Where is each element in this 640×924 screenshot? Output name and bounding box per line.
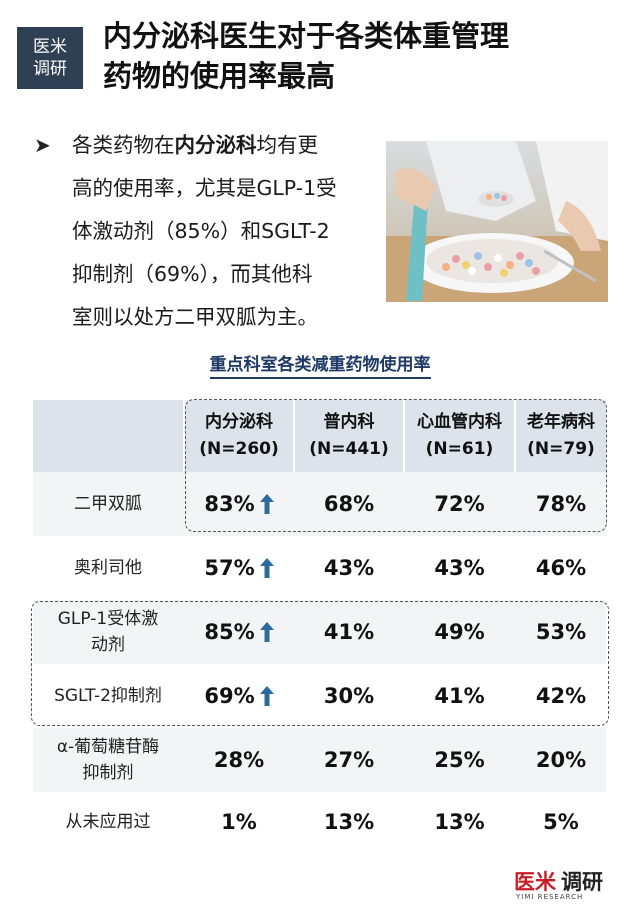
table-title-text: 重点科室各类减重药物使用率 (209, 355, 431, 379)
row-label: GLP-1受体激 动剂 (57, 609, 159, 655)
pills-photo (386, 141, 608, 302)
bullet-line-3: 体激动剂（85%）和SGLT-2 (72, 219, 330, 243)
bullet-line-1-bold: 内分泌科 (174, 133, 257, 157)
table-cell: 5% (543, 810, 579, 834)
row-label: SGLT-2抑制剂 (54, 686, 162, 706)
badge-line-1: 医米 (33, 37, 67, 57)
row-label: 奥利司他 (74, 558, 142, 578)
table-row: 奥利司他 57% 43% 43% 46% (33, 536, 606, 600)
table-cell: 41% (323, 620, 375, 644)
bullet-text: 各类药物在内分泌科均有更 高的使用率，尤其是GLP-1受 体激动剂（85%）和S… (72, 124, 384, 339)
table-cell: 41% (434, 684, 485, 708)
title-line-2: 药物的使用率最高 (103, 59, 336, 93)
table-cell: 13% (323, 810, 375, 834)
table-row: 从未应用过 1% 13% 13% 5% (33, 792, 606, 852)
table-cell: 78% (535, 492, 587, 516)
bullet-line-1-post: 均有更 (256, 133, 319, 157)
up-arrow-icon (259, 494, 274, 514)
title-line-1: 内分泌科医生对于各类体重管理 (103, 19, 510, 53)
up-arrow-icon (259, 558, 274, 578)
column-header-internal-medicine: 普内科 (N=441) (309, 412, 389, 459)
page-title: 内分泌科医生对于各类体重管理 药物的使用率最高 (103, 16, 623, 96)
table-cell: 27% (323, 748, 375, 772)
table-cell: 28% (213, 748, 265, 772)
column-header-geriatrics: 老年病科 (N=79) (527, 412, 595, 459)
table-cell: 85% (185, 600, 293, 664)
table-cell: 43% (323, 556, 375, 580)
table-cell: 83% (185, 472, 293, 536)
table-row: GLP-1受体激 动剂 85% 41% 49% 53% (33, 600, 606, 664)
table-row: SGLT-2抑制剂 69% 30% 41% 42% (33, 664, 606, 728)
table-cell: 53% (535, 620, 587, 644)
table-cell: 68% (323, 492, 375, 516)
bullet-line-5: 室则以处方二甲双胍为主。 (72, 305, 318, 329)
table-cell: 57% (185, 536, 293, 600)
row-label: 从未应用过 (65, 812, 151, 832)
table-cell: 30% (323, 684, 375, 708)
table-row: 二甲双胍 83% 68% 72% 78% (33, 472, 606, 536)
logo-subtitle: YIMI RESEARCH (516, 893, 584, 901)
column-header-endocrinology: 内分泌科 (N=260) (199, 412, 279, 459)
table-title: 重点科室各类减重药物使用率 (0, 350, 640, 379)
table-cell: 25% (434, 748, 485, 772)
bullet-line-4: 抑制剂（69%），而其他科 (72, 262, 313, 286)
badge-line-2: 调研 (33, 59, 67, 79)
table-cell: 42% (535, 684, 587, 708)
bullet-line-1: 各类药物在内分泌科均有更 (72, 124, 384, 167)
table-cell: 1% (221, 810, 257, 834)
bullet-line-2: 高的使用率，尤其是GLP-1受 (72, 176, 337, 200)
brand-logo: 医米 调研 YIMI RESEARCH (514, 866, 614, 910)
up-arrow-icon (259, 622, 274, 642)
bullet-line-1-pre: 各类药物在 (72, 133, 175, 157)
column-header-cardiology: 心血管内科 (N=61) (417, 412, 502, 459)
logo-part-1: 医米 (514, 869, 556, 894)
table-cell: 49% (434, 620, 485, 644)
table-cell: 69% (185, 664, 293, 728)
table-cell: 20% (535, 748, 587, 772)
brand-badge: 医米 调研 (17, 27, 83, 89)
arrow-right-icon: ➤ (34, 133, 51, 157)
table-header-row: 内分泌科 (N=260) 普内科 (N=441) 心血管内科 (N=61) 老年病科(… (33, 400, 606, 472)
table-cell: 43% (434, 556, 485, 580)
row-label: α-葡萄糖苷酶 抑制剂 (56, 737, 160, 783)
row-label: 二甲双胍 (74, 494, 142, 514)
logo-part-2: 调研 (561, 869, 603, 894)
up-arrow-icon (259, 686, 274, 706)
table-cell: 13% (434, 810, 485, 834)
table-cell: 72% (434, 492, 485, 516)
table-cell: 46% (535, 556, 587, 580)
table-row: α-葡萄糖苷酶 抑制剂 28% 27% 25% 20% (33, 728, 606, 792)
